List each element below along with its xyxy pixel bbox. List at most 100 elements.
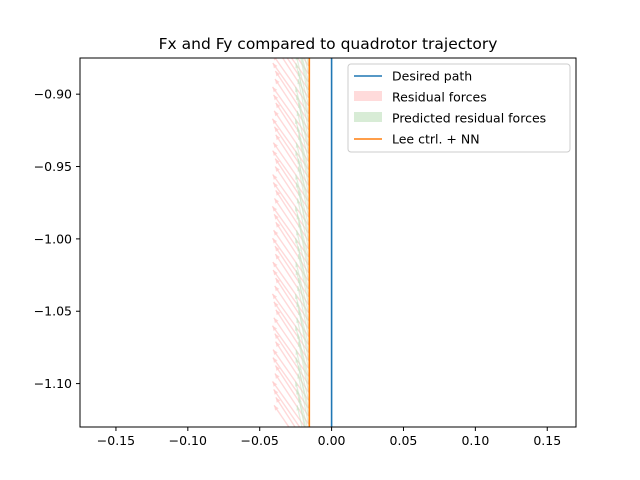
residual-force-arrow-head [275,158,280,164]
residual-force-arrow-head [273,301,279,308]
residual-force-arrow [275,134,310,186]
predicted-residual-force-arrow-head [295,142,300,148]
legend-box [347,63,571,153]
residual-force-arrow-head [272,0,277,5]
predicted-residual-force-arrow-head [296,405,300,411]
x-tick-label: −0.10 [169,433,207,448]
residual-force-arrow-head [275,309,281,316]
residual-force-arrow-head [273,94,279,101]
predicted-residual-force-arrow-head [295,150,299,156]
predicted-residual-force-arrow [295,150,310,202]
residual-force-arrow-head [272,325,278,332]
residual-force-arrow-head [274,126,280,133]
predicted-residual-force-arrow [297,253,310,305]
residual-force-arrow [271,86,310,138]
y-tick-label: −0.90 [34,87,72,102]
residual-force-arrow [290,58,310,83]
residual-force-arrow [273,388,301,427]
residual-force-arrow-head [272,63,278,69]
predicted-residual-force-arrow [295,349,310,401]
residual-force-arrow-head [274,198,280,204]
residual-force-arrow [274,158,310,210]
predicted-residual-force-arrow [301,58,310,83]
predicted-residual-force-arrow [297,341,310,393]
residual-force-arrow [281,58,310,99]
predicted-residual-force-arrow [300,58,310,98]
predicted-residual-force-arrow [297,78,310,130]
predicted-residual-force-arrow-head [295,381,299,387]
residual-force-arrow [275,277,310,329]
legend-label-residual-forces: Residual forces [392,90,487,105]
y-tick-label: −1.10 [34,376,72,391]
residual-force-arrow-head [275,102,281,109]
predicted-residual-force-arrow [304,58,310,75]
residual-force-arrow-head [272,357,278,363]
residual-force-arrow-head [272,118,278,125]
predicted-residual-force-arrow [296,110,310,162]
residual-force-arrow [272,62,310,115]
residual-force-arrow-head [275,222,281,228]
predicted-residual-force-arrow-head [296,317,300,324]
x-tick-label: −0.05 [241,433,279,448]
residual-force-arrow-head [275,365,281,371]
predicted-residual-force-arrow-head [296,198,301,204]
residual-force-arrow [271,381,306,427]
predicted-residual-force-arrow [294,238,310,289]
residual-force-arrow-head [272,262,278,268]
predicted-residual-force-arrow-head [295,58,300,61]
predicted-residual-force-arrow [294,118,310,170]
residual-force-arrow-head [274,7,279,12]
legend-label-predicted-residual-forces: Predicted residual forces [392,111,546,126]
predicted-residual-force-arrow-head [296,285,301,292]
predicted-residual-force-arrow-head [298,15,302,20]
residual-force-arrow [272,142,310,194]
predicted-residual-force-arrow [296,58,310,106]
predicted-residual-force-arrow [297,166,310,218]
legend-label-lee-ctrl-nn: Lee ctrl. + NN [392,132,480,147]
residual-force-arrow [272,150,310,202]
residual-force-arrow [271,325,310,377]
predicted-residual-force-arrow [298,134,310,186]
predicted-residual-force-arrow [295,62,310,114]
predicted-residual-force-arrow-head [295,174,299,180]
residual-force-arrow [272,269,310,322]
residual-force-arrow-head [274,110,279,117]
predicted-residual-force-arrow [295,174,310,226]
predicted-residual-force-arrow [296,301,310,353]
predicted-residual-force-arrow-head [297,373,301,379]
plot-frame [79,57,577,428]
residual-force-arrow-head [272,150,278,156]
predicted-residual-force-arrow-head [297,78,301,85]
chart-title: Fx and Fy compared to quadrotor trajecto… [159,35,498,53]
residual-force-arrow [272,174,310,226]
residual-force-arrow-head [273,58,278,61]
predicted-residual-force-arrow [296,405,303,427]
residual-force-arrow-head [273,349,278,355]
predicted-residual-force-arrow-head [295,86,299,93]
predicted-residual-force-arrow [294,206,310,258]
residual-force-arrow-head [274,214,279,220]
predicted-residual-force-arrow-head [294,293,299,300]
residual-force-arrow-head [275,71,280,77]
residual-force-arrow [271,237,310,290]
predicted-residual-force-arrow [296,198,310,250]
predicted-residual-force-arrow-head [295,269,300,276]
residual-force-arrow-head [275,190,281,196]
predicted-residual-force-arrow-head [295,357,299,363]
residual-force-arrow-head [275,397,281,403]
predicted-residual-force-arrow [295,269,310,321]
residual-force-arrow-head [273,182,278,188]
residual-force-arrow [275,309,310,361]
plot-area [271,0,333,427]
residual-force-arrow [275,396,296,427]
legend: Desired path Residual forces Predicted r… [347,63,571,153]
x-tick-label: −0.15 [97,433,135,448]
predicted-residual-force-arrow-head [295,262,299,268]
legend-label-desired-path: Desired path [392,69,472,84]
residual-force-arrow [271,293,310,345]
residual-force-arrow-head [272,381,278,387]
residual-force-arrow [273,404,290,427]
trajectory-lines [308,58,333,427]
residual-force-arrow-head [276,15,281,20]
x-tick-label: 0.00 [318,433,346,448]
